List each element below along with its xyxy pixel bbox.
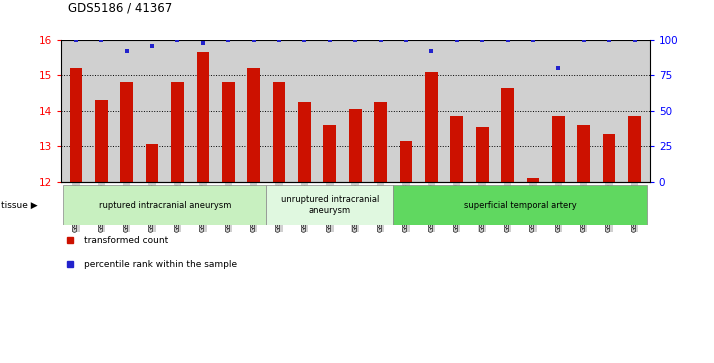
- Text: ruptured intracranial aneurysm: ruptured intracranial aneurysm: [99, 201, 231, 209]
- Point: [70, 37, 81, 43]
- Bar: [222, 82, 235, 182]
- Bar: [247, 68, 260, 182]
- Point: [197, 40, 208, 46]
- Text: GDS5186 / 41367: GDS5186 / 41367: [68, 1, 172, 15]
- Bar: [552, 116, 565, 182]
- Bar: [323, 125, 336, 182]
- Bar: [146, 144, 159, 182]
- Text: percentile rank within the sample: percentile rank within the sample: [84, 260, 237, 269]
- Point: [401, 37, 412, 43]
- Bar: [628, 116, 641, 182]
- Point: [375, 37, 386, 43]
- Point: [146, 43, 158, 49]
- Bar: [451, 116, 463, 182]
- Bar: [349, 109, 361, 182]
- Bar: [273, 82, 286, 182]
- Bar: [298, 102, 311, 182]
- Bar: [400, 141, 413, 182]
- Point: [502, 37, 513, 43]
- Point: [476, 37, 488, 43]
- Text: unruptured intracranial
aneurysm: unruptured intracranial aneurysm: [281, 195, 379, 215]
- Point: [121, 48, 132, 54]
- Point: [223, 37, 234, 43]
- Bar: [196, 52, 209, 181]
- Bar: [393, 185, 647, 225]
- Bar: [501, 88, 514, 182]
- Bar: [64, 185, 266, 225]
- Bar: [95, 100, 108, 182]
- Point: [349, 37, 361, 43]
- Point: [603, 37, 615, 43]
- Point: [96, 37, 107, 43]
- Point: [629, 37, 640, 43]
- Point: [426, 48, 437, 54]
- Bar: [578, 125, 590, 182]
- Bar: [171, 82, 183, 182]
- Point: [172, 37, 183, 43]
- Point: [298, 37, 310, 43]
- Point: [553, 65, 564, 71]
- Text: superficial temporal artery: superficial temporal artery: [464, 201, 577, 209]
- Text: transformed count: transformed count: [84, 236, 169, 245]
- Bar: [374, 102, 387, 182]
- Bar: [603, 134, 615, 182]
- Bar: [69, 68, 82, 182]
- Point: [273, 37, 285, 43]
- Bar: [425, 72, 438, 182]
- Point: [527, 37, 538, 43]
- Bar: [266, 185, 393, 225]
- Bar: [527, 178, 539, 182]
- Point: [451, 37, 463, 43]
- Point: [248, 37, 259, 43]
- Bar: [476, 127, 488, 182]
- Point: [578, 37, 590, 43]
- Bar: [121, 82, 133, 182]
- Point: [324, 37, 336, 43]
- Text: tissue ▶: tissue ▶: [1, 201, 38, 209]
